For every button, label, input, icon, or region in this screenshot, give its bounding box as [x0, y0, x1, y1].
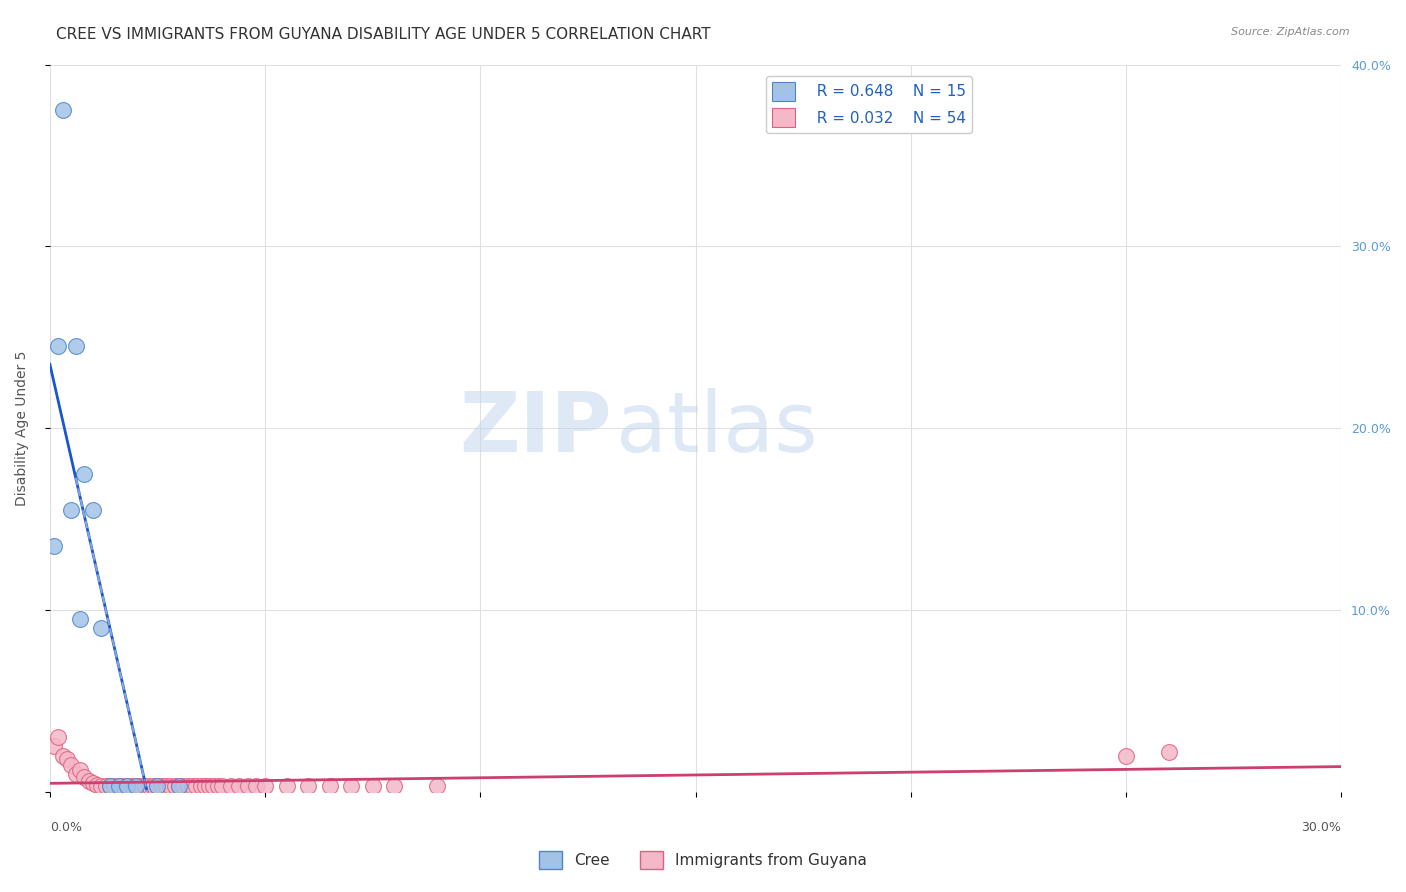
- Point: [155, 780, 177, 794]
- Point: [172, 780, 194, 794]
- Point: [202, 780, 225, 794]
- Point: [1115, 748, 1137, 763]
- Legend: Cree, Immigrants from Guyana: Cree, Immigrants from Guyana: [533, 845, 873, 875]
- Point: [211, 780, 233, 794]
- Point: [94, 780, 117, 794]
- Point: [297, 780, 319, 794]
- Point: [190, 780, 212, 794]
- Y-axis label: Disability Age Under 5: Disability Age Under 5: [15, 351, 30, 506]
- Point: [340, 780, 363, 794]
- Point: [86, 778, 108, 792]
- Point: [60, 757, 83, 772]
- Point: [52, 103, 75, 117]
- Point: [56, 752, 79, 766]
- Point: [361, 780, 384, 794]
- Point: [276, 780, 298, 794]
- Point: [121, 780, 143, 794]
- Text: ZIP: ZIP: [460, 388, 612, 469]
- Point: [163, 780, 186, 794]
- Point: [180, 780, 202, 794]
- Point: [77, 774, 100, 789]
- Point: [125, 780, 148, 794]
- Point: [65, 766, 87, 780]
- Point: [52, 748, 75, 763]
- Text: CREE VS IMMIGRANTS FROM GUYANA DISABILITY AGE UNDER 5 CORRELATION CHART: CREE VS IMMIGRANTS FROM GUYANA DISABILIT…: [56, 27, 711, 42]
- Text: 30.0%: 30.0%: [1302, 821, 1341, 834]
- Point: [167, 780, 190, 794]
- Point: [98, 780, 121, 794]
- Point: [44, 540, 66, 554]
- Point: [90, 780, 112, 794]
- Point: [48, 339, 70, 353]
- Point: [90, 621, 112, 635]
- Point: [426, 780, 449, 794]
- Point: [69, 612, 91, 626]
- Point: [125, 780, 148, 794]
- Point: [142, 780, 165, 794]
- Text: Source: ZipAtlas.com: Source: ZipAtlas.com: [1232, 27, 1350, 37]
- Point: [146, 780, 169, 794]
- Point: [69, 763, 91, 777]
- Point: [176, 780, 198, 794]
- Point: [228, 780, 250, 794]
- Point: [254, 780, 277, 794]
- Text: atlas: atlas: [616, 388, 817, 469]
- Point: [150, 780, 173, 794]
- Point: [117, 780, 139, 794]
- Point: [60, 503, 83, 517]
- Text: 0.0%: 0.0%: [49, 821, 82, 834]
- Point: [382, 780, 405, 794]
- Point: [245, 780, 267, 794]
- Point: [107, 780, 129, 794]
- Point: [65, 339, 87, 353]
- Point: [111, 780, 134, 794]
- Point: [167, 780, 190, 794]
- Point: [129, 780, 152, 794]
- Point: [236, 780, 259, 794]
- Point: [82, 503, 104, 517]
- Legend:   R = 0.648    N = 15,   R = 0.032    N = 54: R = 0.648 N = 15, R = 0.032 N = 54: [766, 76, 972, 133]
- Point: [194, 780, 217, 794]
- Point: [138, 780, 160, 794]
- Point: [146, 780, 169, 794]
- Point: [73, 771, 96, 785]
- Point: [107, 780, 129, 794]
- Point: [219, 780, 242, 794]
- Point: [117, 780, 139, 794]
- Point: [207, 780, 229, 794]
- Point: [198, 780, 221, 794]
- Point: [134, 780, 156, 794]
- Point: [318, 780, 340, 794]
- Point: [44, 739, 66, 754]
- Point: [186, 780, 208, 794]
- Point: [159, 780, 181, 794]
- Point: [82, 776, 104, 790]
- Point: [48, 731, 70, 745]
- Point: [1159, 745, 1181, 759]
- Point: [103, 780, 125, 794]
- Point: [73, 467, 96, 481]
- Point: [98, 780, 121, 794]
